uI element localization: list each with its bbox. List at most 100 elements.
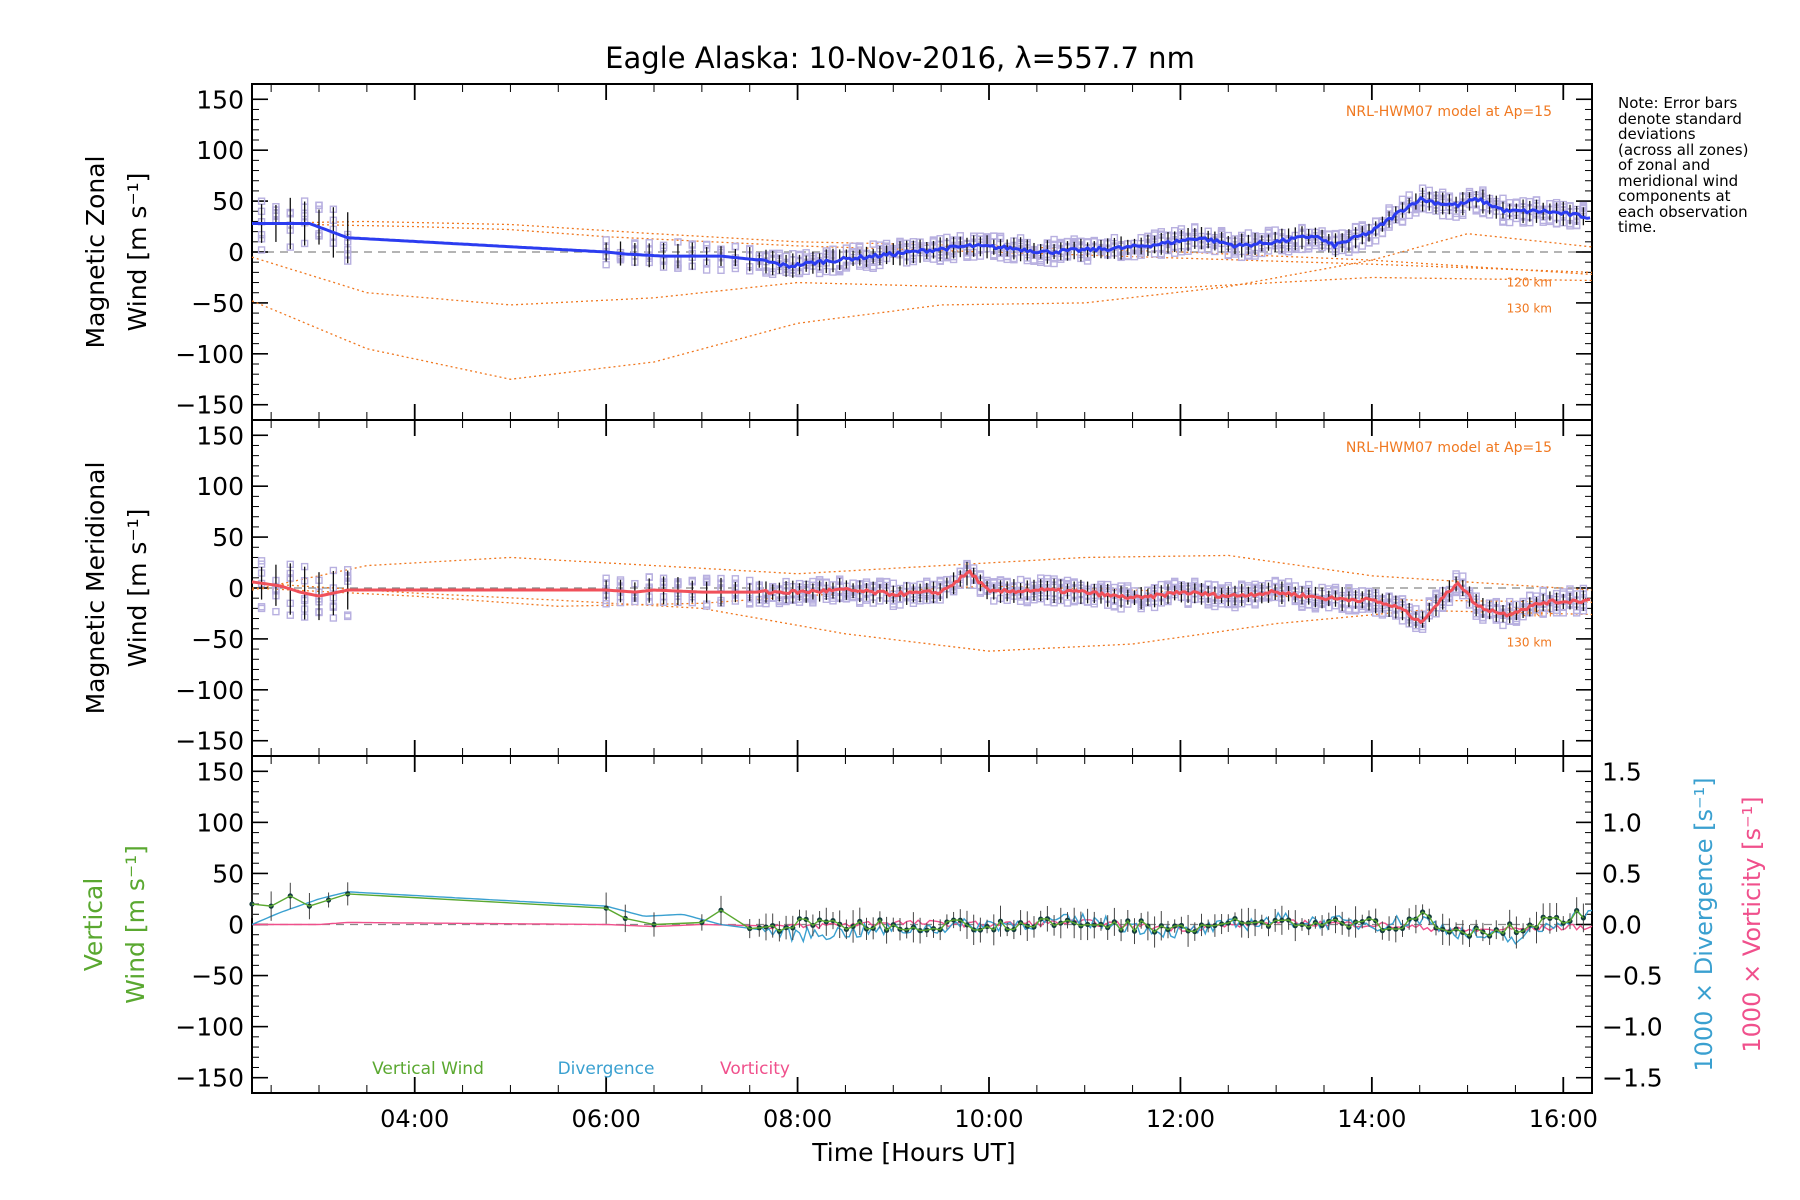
- sample-marker: [315, 201, 323, 209]
- y-axis-label-line: Vertical: [79, 878, 108, 972]
- sample-marker: [869, 262, 877, 271]
- y-axis-label: Magnetic Meridional Wind [m s⁻¹]: [81, 462, 152, 715]
- model-curve: [251, 554, 1593, 591]
- x-axis-label: Time [Hours UT]: [811, 1138, 1015, 1167]
- x-tick-label: 16:00: [1529, 1105, 1598, 1133]
- y2-tick-label: 1.0: [1602, 808, 1642, 837]
- sample-marker: [889, 579, 897, 587]
- x-tick-label: 14:00: [1337, 1105, 1406, 1133]
- y-tick-label: 150: [196, 85, 244, 114]
- sample-marker: [1016, 597, 1025, 605]
- y-tick-label: 50: [212, 523, 244, 552]
- y-tick-label: 50: [212, 859, 244, 888]
- panel-zonal: 150 100 50 0 −50 −100 −150 Magnetic Zonal Wind […: [81, 83, 1593, 421]
- legend-entry: Vertical Wind: [372, 1059, 484, 1079]
- y2-tick-label: 0.5: [1602, 859, 1642, 888]
- y-tick-label: 100: [196, 472, 244, 501]
- y-tick-label: 0: [228, 574, 244, 603]
- vertical-wind-line: [251, 893, 1584, 937]
- sample-marker: [990, 232, 998, 240]
- sample-marker: [702, 602, 711, 610]
- sample-marker: [315, 201, 323, 210]
- note-line: time.: [1618, 218, 1657, 236]
- sample-marker: [1036, 258, 1045, 267]
- y-tick-label: 100: [196, 136, 244, 165]
- sample-marker: [702, 266, 711, 274]
- note-line: components at: [1618, 187, 1731, 205]
- sample-marker: [1412, 209, 1420, 217]
- y-tick-label: −50: [191, 289, 244, 318]
- sample-marker: [1505, 218, 1514, 227]
- sample-marker: [1566, 585, 1574, 593]
- sample-marker: [1472, 207, 1480, 215]
- y-axis-label-line: Wind [m s⁻¹]: [121, 845, 150, 1004]
- vertical-wind-point: [249, 901, 255, 907]
- sample-marker: [257, 603, 266, 611]
- sample-marker: [869, 240, 877, 248]
- y-axis-label-line: Magnetic Zonal: [81, 156, 110, 349]
- y2-tick-label: −1.5: [1602, 1064, 1663, 1093]
- sample-marker: [1499, 621, 1507, 630]
- divergence-axis-label: 1000 × Divergence [s⁻¹]: [1690, 777, 1718, 1071]
- model-curve: [251, 256, 1593, 306]
- model-height-label: 130 km: [1507, 635, 1552, 649]
- y-tick-label: −100: [175, 1013, 244, 1042]
- sample-marker: [602, 600, 610, 608]
- panel-meridional: 150 100 50 0 −50 −100 −150 Magnetic Meridional W…: [81, 419, 1593, 757]
- model-height-label: 130 km: [1507, 302, 1552, 316]
- sample-marker: [1063, 599, 1072, 607]
- note-line: deviations: [1618, 125, 1696, 143]
- sample-marker: [815, 269, 824, 278]
- sample-marker: [1016, 575, 1025, 584]
- note-line: (across all zones): [1618, 140, 1749, 159]
- sample-marker: [1452, 213, 1460, 221]
- sample-marker: [272, 607, 280, 616]
- sample-marker: [889, 602, 897, 611]
- vorticity-axis-label: 1000 × Vorticity [s⁻¹]: [1738, 796, 1766, 1052]
- y2-axis-label: 1000 × Vorticity [s⁻¹]: [1738, 796, 1766, 1052]
- y2-tick-label: −1.0: [1602, 1013, 1663, 1042]
- panel-vertical: 150 100 50 0 −50 −100 −150 Vertical Wind [m s⁻¹]…: [79, 755, 1766, 1167]
- model-curve: [251, 585, 1593, 607]
- sample-marker: [731, 575, 740, 583]
- sample-marker: [1378, 611, 1387, 619]
- sample-marker: [1398, 217, 1407, 226]
- sample-marker: [1539, 610, 1547, 618]
- note-line: meridional wind: [1618, 171, 1739, 190]
- x-tick-label: 08:00: [763, 1105, 832, 1133]
- y-tick-label: −100: [175, 340, 244, 369]
- sample-marker: [717, 266, 725, 274]
- y-tick-label: −50: [191, 625, 244, 654]
- chart-title: Eagle Alaska: 10-Nov-2016, λ=557.7 nm: [605, 41, 1195, 75]
- x-tick-label: 10:00: [954, 1105, 1023, 1133]
- sample-marker: [1050, 235, 1058, 244]
- sample-marker: [1459, 572, 1467, 580]
- sample-marker: [329, 614, 338, 622]
- y-axis-label-line: Wind [m s⁻¹]: [123, 509, 152, 668]
- sample-marker: [1385, 204, 1393, 212]
- y-axis-label: Magnetic Zonal Wind [m s⁻¹]: [81, 156, 152, 349]
- sample-marker: [1371, 237, 1380, 245]
- y-tick-label: 0: [228, 238, 244, 267]
- y2-tick-label: 0.0: [1602, 911, 1642, 940]
- sample-marker: [602, 260, 610, 269]
- error-bar-note: Note: Error bars denote standard deviati…: [1618, 95, 1788, 236]
- sample-marker: [257, 604, 266, 613]
- sample-marker: [257, 246, 266, 254]
- sample-marker: [1251, 601, 1259, 609]
- y2-axis-label: 1000 × Divergence [s⁻¹]: [1690, 777, 1718, 1071]
- sample-marker: [344, 612, 352, 621]
- legend-entry: Divergence: [558, 1059, 655, 1079]
- y-tick-label: 150: [196, 421, 244, 450]
- sample-marker: [869, 264, 877, 272]
- model-annotation: NRL-HWM07 model at Ap=15: [1346, 440, 1552, 456]
- y-tick-label: −150: [175, 1064, 244, 1093]
- sample-marker: [1050, 259, 1058, 268]
- y-tick-label: 100: [196, 808, 244, 837]
- sample-marker: [1083, 257, 1092, 265]
- y-tick-label: 150: [196, 757, 244, 786]
- sample-marker: [1345, 607, 1353, 615]
- y2-tick-label: 1.5: [1602, 757, 1642, 786]
- zonal-wind-line: [252, 196, 1591, 269]
